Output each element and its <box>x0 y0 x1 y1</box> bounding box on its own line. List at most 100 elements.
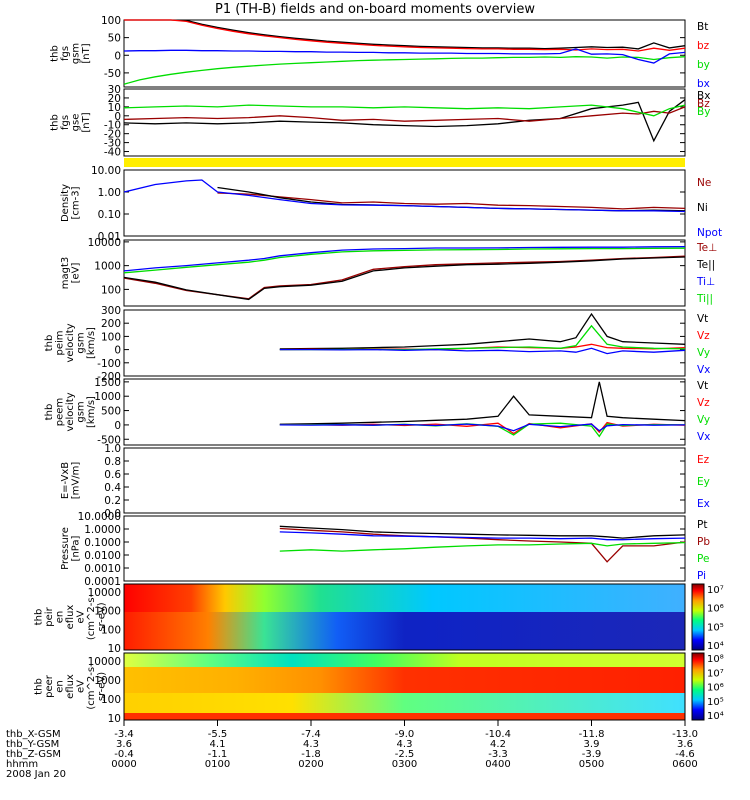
y-tick-label: -100 <box>97 358 121 370</box>
colorbar-label: 10⁴ <box>707 641 724 652</box>
y-axis-label: magt3[eV] <box>60 257 82 290</box>
legend-bz: Bz <box>697 98 710 110</box>
y-axis-label-line: fgs <box>60 115 71 130</box>
y-tick-label: 10 <box>108 643 121 655</box>
series-vx <box>279 347 686 355</box>
x-tick-label: -9.0 <box>395 729 415 740</box>
x-tick-label: -7.4 <box>301 729 321 740</box>
x-tick-label: 0100 <box>205 759 230 770</box>
legend-te||: Te|| <box>696 259 715 271</box>
panel-frame <box>123 88 686 157</box>
y-tick-label: 50 <box>108 33 121 45</box>
x-tick-label: 4.2 <box>490 739 506 750</box>
x-tick-label: -0.4 <box>114 749 134 760</box>
y-tick-label: 0.4 <box>104 482 121 494</box>
y-tick-label: 1000 <box>94 391 121 403</box>
x-tick-label: 0200 <box>298 759 323 770</box>
panel-density: Density[cm-3] 10.00 1.00 0.10 0.01 Ne Ni Npot <box>60 165 722 243</box>
y-axis-label-line: thb <box>49 45 60 62</box>
x-tick-label: -11.8 <box>579 729 605 740</box>
y-tick-label: 0.0100 <box>84 550 121 562</box>
legend-ti||: Ti|| <box>696 293 713 305</box>
peir-colorbar <box>691 583 705 651</box>
colorbar-label: 10⁵ <box>707 622 724 633</box>
legend-pt: Pt <box>697 519 707 531</box>
y-tick-label: 0.0001 <box>84 576 121 588</box>
series-pt <box>279 525 686 539</box>
panel-peem-velocity: thbpeemvelocitygsm[km/s] 1500 1000 500 0 -500… <box>44 377 710 446</box>
panel-group: thbfgsgsm[nT]100500-50Btbzbybxthbfgsgse[… <box>34 15 724 725</box>
legend-vz: Vz <box>697 397 710 409</box>
legend-bx: bx <box>697 78 710 90</box>
y-axis-label-line: (cm^2-s- <box>86 663 97 710</box>
x-tick-label: -3.3 <box>488 749 508 760</box>
y-tick-label: 100 <box>101 15 121 27</box>
x-row-label: hhmm <box>6 759 38 770</box>
y-axis-label-line: [cm-3] <box>70 186 81 219</box>
y-axis-label-line: E=-VxB <box>60 462 71 499</box>
y-tick-label: 1500 <box>94 377 121 389</box>
y-axis-label-line: en <box>55 611 66 624</box>
y-tick-label: 200 <box>101 318 121 330</box>
y-tick-label: 1.0 <box>104 443 121 455</box>
y-axis-label-line: gsm <box>70 43 81 64</box>
x-tick-label: -10.4 <box>485 729 511 740</box>
legend-vy: Vy <box>697 414 710 426</box>
x-tick-label: 4.3 <box>397 739 413 750</box>
panel-frame <box>123 239 686 307</box>
legend-vx: Vx <box>697 364 710 376</box>
legend-bx: Bx <box>697 90 710 102</box>
series-vx <box>279 423 686 432</box>
y-axis-label: Density[cm-3] <box>60 184 82 222</box>
y-tick-label: 0 <box>114 111 121 123</box>
y-axis-label-line: velocity <box>65 323 76 362</box>
panel-fgs-gsm: thbfgsgsm[nT] 100 50 0 -50 Bt bz by bx <box>49 15 710 90</box>
x-tick-label: 0000 <box>111 759 136 770</box>
y-tick-label: 10.00 <box>91 165 121 177</box>
series-ti|| <box>123 247 686 274</box>
y-tick-label: -20 <box>104 129 121 141</box>
x-tick-label: 0300 <box>392 759 417 770</box>
y-axis-label: thbfgsgsm[nT] <box>49 43 92 64</box>
series-vt <box>279 381 686 425</box>
y-tick-label: 10.0000 <box>78 511 121 523</box>
y-axis-label-line: sr-eV) <box>97 672 108 701</box>
y-axis-label-line: (cm^2-s- <box>86 593 97 640</box>
x-tick-label: 3.6 <box>677 739 693 750</box>
legend-bt: Bt <box>697 21 708 33</box>
colorbar-label: 10⁷ <box>707 668 724 679</box>
y-axis-label-line: gsm <box>76 332 87 353</box>
y-axis-label-line: Pressure <box>60 527 71 570</box>
y-axis-label: thbpeirenefluxeV(cm^2-s-sr-eV) <box>34 593 108 640</box>
y-tick-label: 10000 <box>88 587 121 599</box>
quality-flag-bar <box>124 158 685 167</box>
x-tick-label: -2.5 <box>395 749 415 760</box>
y-axis-label: thbpeerenefluxeV(cm^2-s-sr-eV) <box>34 663 108 710</box>
series-te|| <box>123 256 686 301</box>
y-tick-label: 30 <box>108 84 121 96</box>
peir-spectrogram <box>123 583 686 651</box>
legend-pe: Pe <box>697 553 709 565</box>
y-tick-label: 0.0010 <box>84 563 121 575</box>
legend-by: By <box>697 106 710 118</box>
y-axis-label-line: magt3 <box>60 257 71 290</box>
y-axis-label-line: eV <box>76 680 87 693</box>
series-ti⊥ <box>123 245 686 272</box>
series-bz <box>123 106 686 122</box>
series-bz <box>124 19 686 52</box>
legend-ex: Ex <box>697 498 710 510</box>
y-axis-label-line: thb <box>44 404 55 421</box>
y-tick-label: 10000 <box>88 656 121 668</box>
y-tick-label: 10000 <box>88 237 121 249</box>
y-tick-label: 20 <box>108 93 121 105</box>
x-tick-label: -4.6 <box>675 749 695 760</box>
y-axis-label-line: fgs <box>60 46 71 61</box>
y-axis-label-line: peir <box>44 606 55 626</box>
y-tick-label: 1.00 <box>98 187 121 199</box>
panel-temperature: magt3[eV] 10000 1000 100 Te⊥ Te|| Ti⊥ Ti|| <box>60 237 717 307</box>
legend-vz: Vz <box>697 330 710 342</box>
